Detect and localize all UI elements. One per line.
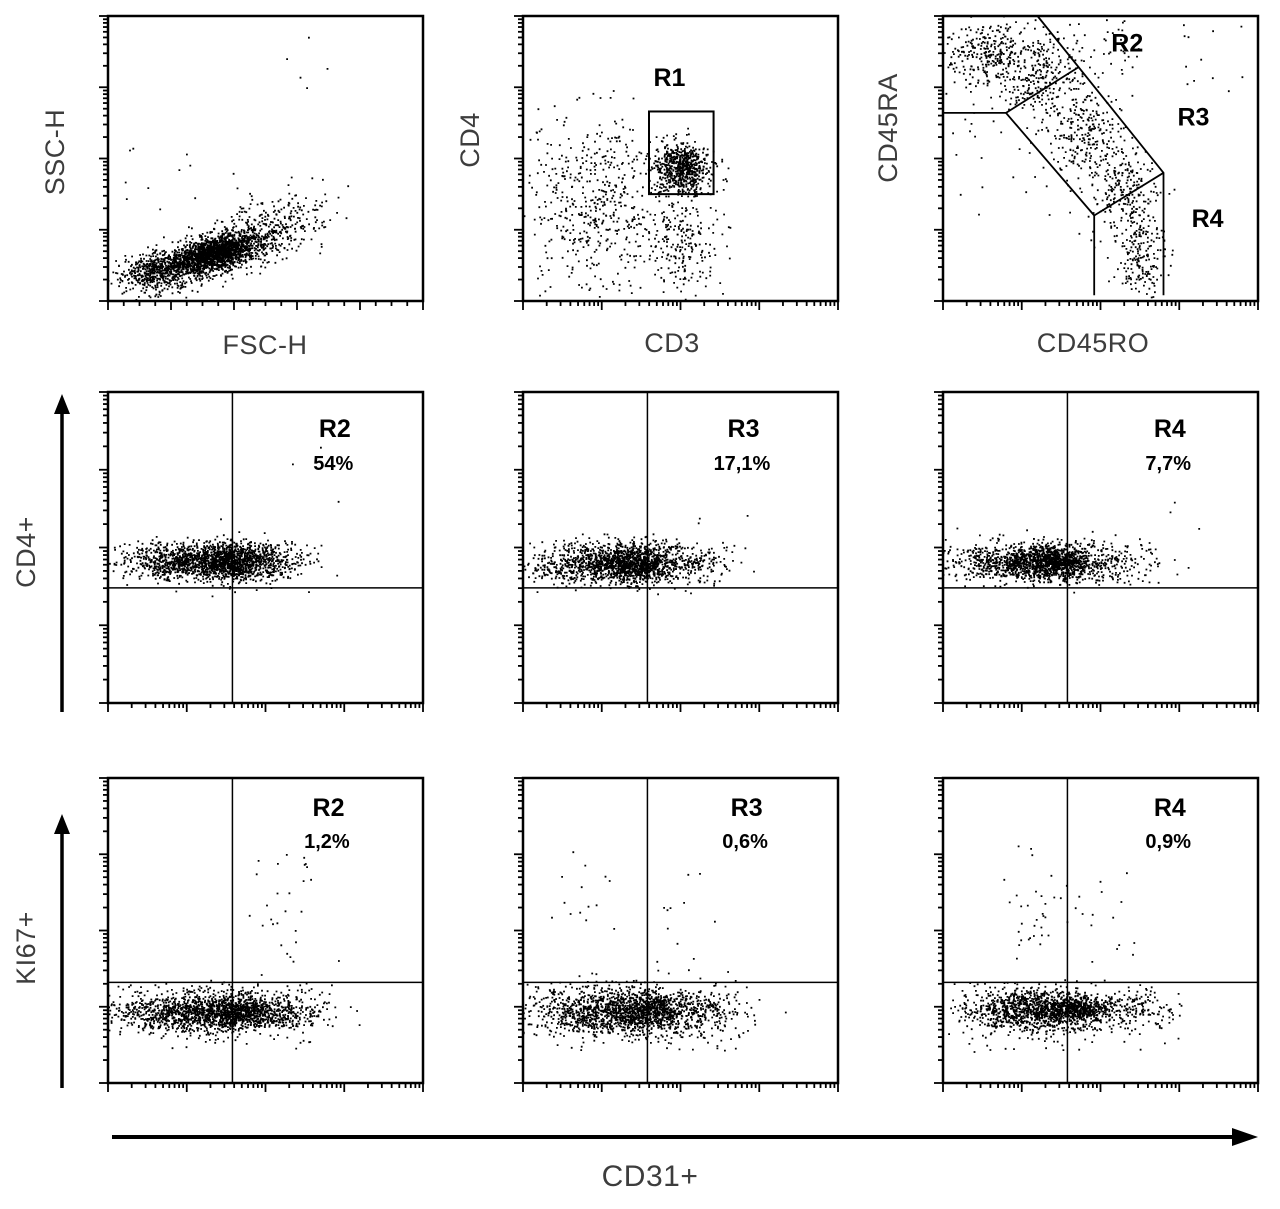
svg-text:R3: R3 xyxy=(1177,104,1209,132)
svg-text:R3: R3 xyxy=(728,415,760,443)
x-axis-label-cd3: CD3 xyxy=(644,328,700,358)
quadrant-plot-r3-ki67: R3 0,6% xyxy=(510,776,840,1096)
svg-text:R3: R3 xyxy=(731,794,763,822)
svg-text:R2: R2 xyxy=(313,794,345,822)
quadrant-plot-r2-cd4: R2 54% xyxy=(95,390,425,716)
cd31-axis-arrow xyxy=(112,1128,1258,1146)
svg-text:R4: R4 xyxy=(1154,415,1186,443)
quadrant-plot-r3-cd4: R3 17,1% xyxy=(510,390,840,716)
svg-text:54%: 54% xyxy=(313,453,353,475)
scatter-plot-cd45ra-vs-cd45ro-gates-r2-r3-r4: R2 R3 R4 xyxy=(930,14,1260,314)
quadrant-plot-r4-ki67: R4 0,9% xyxy=(930,776,1260,1096)
x-axis-label-cd45ro: CD45RO xyxy=(1036,328,1150,358)
x-axis-label-cd31-plus: CD31+ xyxy=(601,1160,699,1193)
y-axis-label-ki67-plus: KI67+ xyxy=(11,911,41,985)
y-axis-label-cd4-plus: CD4+ xyxy=(11,516,41,588)
svg-text:0,6%: 0,6% xyxy=(722,831,768,853)
scatter-plot-ssc-vs-fsc xyxy=(95,14,425,314)
svg-text:0,9%: 0,9% xyxy=(1145,831,1191,853)
y-axis-label-ssc-h: SSC-H xyxy=(40,108,70,196)
y-axis-label-cd4: CD4 xyxy=(455,112,485,168)
svg-text:R2: R2 xyxy=(1111,30,1143,58)
x-axis-label-fsc-h: FSC-H xyxy=(222,330,308,360)
svg-text:17,1%: 17,1% xyxy=(714,453,771,475)
svg-text:R4: R4 xyxy=(1154,794,1186,822)
svg-text:R2: R2 xyxy=(319,415,351,443)
quadrant-plot-r2-ki67: R2 1,2% xyxy=(95,776,425,1096)
scatter-plot-cd4-vs-cd3-gate-r1: R1 xyxy=(510,14,840,314)
svg-text:R1: R1 xyxy=(653,64,685,92)
quadrant-plot-r4-cd4: R4 7,7% xyxy=(930,390,1260,716)
cd4-axis-arrow xyxy=(54,394,70,712)
svg-text:1,2%: 1,2% xyxy=(304,831,350,853)
ki67-axis-arrow xyxy=(54,814,70,1088)
y-axis-label-cd45ra: CD45RA xyxy=(873,73,903,183)
svg-text:7,7%: 7,7% xyxy=(1145,453,1191,475)
svg-text:R4: R4 xyxy=(1192,205,1224,233)
